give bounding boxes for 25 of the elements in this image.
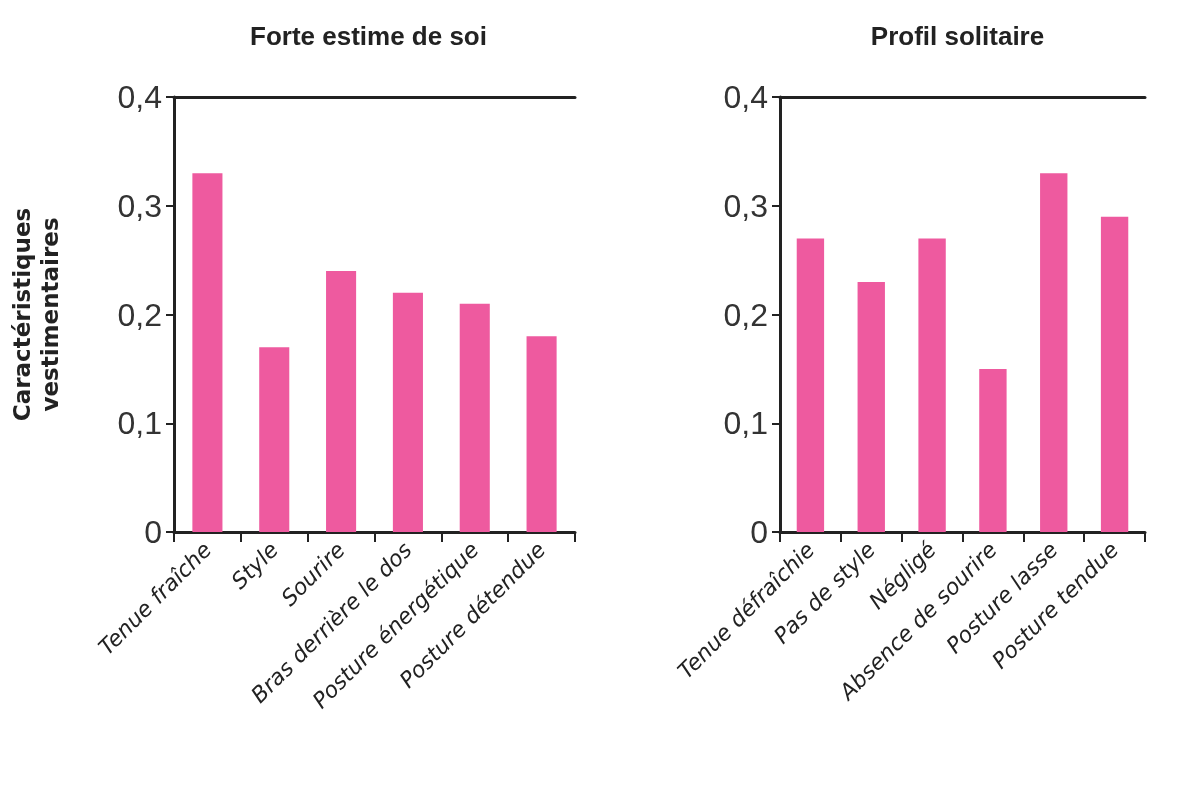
bar bbox=[857, 281, 885, 532]
bar bbox=[259, 347, 290, 532]
y-tick-label: 0,1 bbox=[723, 405, 768, 442]
bar bbox=[526, 336, 557, 532]
y-tick-label: 0,4 bbox=[117, 79, 162, 115]
y-axis-title: Caractéristiques vestimentaires bbox=[9, 207, 63, 422]
bar bbox=[459, 303, 490, 532]
y-tick-label: 0,4 bbox=[723, 79, 768, 115]
y-tick-label: 0 bbox=[750, 514, 768, 550]
y-tick-label: 0 bbox=[144, 514, 162, 550]
chart-title: Forte estime de soi bbox=[250, 21, 487, 51]
y-tick-label: 0,3 bbox=[117, 187, 162, 224]
bar bbox=[1100, 216, 1129, 532]
bar bbox=[1040, 173, 1068, 532]
bar bbox=[326, 271, 357, 532]
y-tick-label: 0,3 bbox=[723, 187, 768, 224]
bar bbox=[192, 173, 223, 532]
bar bbox=[979, 368, 1007, 532]
y-tick-label: 0,2 bbox=[723, 296, 768, 333]
bar bbox=[392, 292, 423, 532]
chart-title: Profil solitaire bbox=[870, 21, 1045, 51]
y-tick-label: 0,2 bbox=[117, 296, 162, 333]
y-tick-label: 0,1 bbox=[117, 405, 162, 442]
bar bbox=[796, 238, 825, 532]
bar bbox=[918, 238, 946, 532]
